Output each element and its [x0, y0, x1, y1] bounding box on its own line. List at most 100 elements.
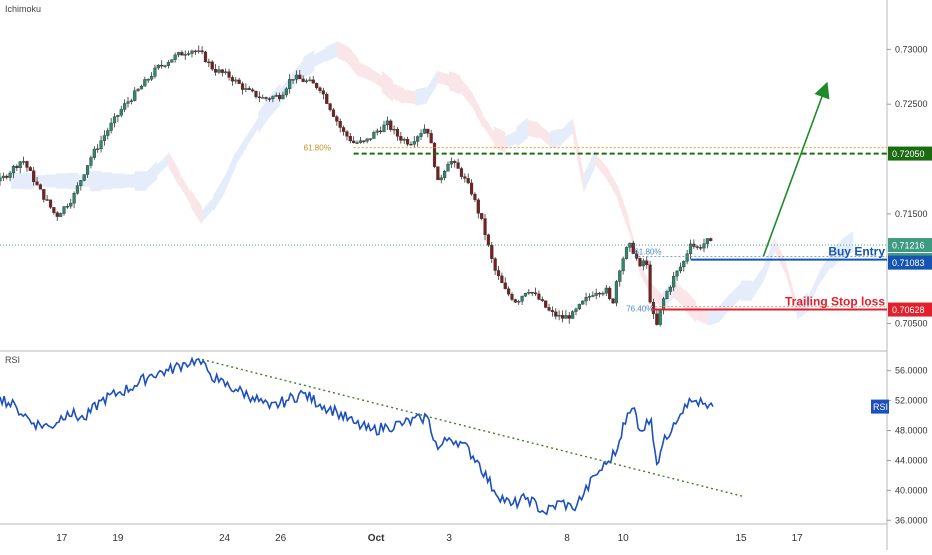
- candle-body: [15, 166, 19, 168]
- candle-body: [587, 296, 592, 298]
- ichimoku-cloud-segment: [112, 173, 124, 189]
- candle-body: [678, 266, 683, 272]
- candle-body: [65, 206, 69, 208]
- candle-body: [564, 315, 568, 319]
- ichimoku-cloud-segment: [516, 117, 528, 148]
- ichimoku-cloud-segment: [482, 115, 495, 143]
- candle-body: [517, 300, 521, 303]
- candle-body: [294, 74, 299, 80]
- candle-body: [247, 88, 251, 90]
- candle-body: [618, 270, 622, 282]
- candle-body: [237, 79, 241, 84]
- candle-body: [315, 83, 319, 88]
- price-badge: [888, 302, 932, 317]
- candle-body: [45, 199, 49, 201]
- candle-body: [510, 293, 514, 300]
- candle-body: [213, 68, 218, 73]
- candle-body: [203, 51, 208, 63]
- candle-body: [682, 261, 686, 268]
- candle-body: [227, 71, 231, 78]
- candle-body: [672, 275, 676, 288]
- candle-body: [473, 193, 477, 201]
- candle-body: [200, 50, 204, 53]
- candle-body: [25, 161, 29, 168]
- candle-body: [385, 120, 389, 126]
- candle-body: [608, 287, 612, 300]
- candle-body: [92, 148, 96, 158]
- rsi-line: [0, 356, 714, 516]
- candle-body: [621, 258, 625, 272]
- ichimoku-cloud-segment: [370, 68, 382, 88]
- candle-body: [392, 128, 396, 131]
- candle-body: [345, 131, 349, 137]
- candle-body: [466, 178, 470, 184]
- candle-body: [72, 193, 76, 204]
- candle-body: [62, 206, 66, 214]
- candle-body: [490, 244, 494, 259]
- candle-body: [624, 247, 629, 259]
- candle-body: [648, 264, 652, 303]
- rsi-badge-label: RSI: [873, 402, 888, 412]
- fib-sl-label: 76.40%: [626, 305, 653, 314]
- candle-body: [193, 50, 197, 53]
- candle-body: [8, 172, 12, 178]
- ichimoku-cloud-segment: [437, 70, 450, 87]
- candle-body: [449, 161, 453, 165]
- ichimoku-cloud-segment: [145, 161, 158, 190]
- candle-body: [234, 79, 238, 82]
- candle-body: [281, 94, 285, 100]
- ichimoku-cloud-segment: [134, 171, 146, 191]
- candle-body: [368, 138, 373, 140]
- ichimoku-cloud-segment: [89, 170, 102, 192]
- ichimoku-cloud-segment: [752, 266, 764, 299]
- candle-body: [709, 238, 713, 242]
- time-axis-tick-label: 17: [792, 533, 804, 544]
- ichimoku-cloud-segment: [561, 118, 573, 145]
- candle-body: [267, 98, 272, 100]
- rsi-axis-tick-label: 52.0000: [895, 396, 928, 406]
- candle-body: [567, 315, 571, 319]
- ichimoku-cloud-segment: [179, 173, 191, 205]
- candle-body: [399, 136, 403, 141]
- candle-body: [422, 128, 427, 134]
- ichimoku-cloud-segment: [247, 117, 259, 147]
- ichimoku-cloud-segment: [404, 89, 416, 105]
- candlestick-series: [0, 45, 713, 327]
- candle-body: [331, 109, 336, 117]
- ichimoku-cloud-segment: [56, 173, 68, 189]
- candle-body: [176, 52, 181, 56]
- ichimoku-cloud-segment: [729, 283, 742, 310]
- candle-body: [325, 93, 329, 104]
- candle-body: [99, 140, 103, 149]
- candle-body: [604, 287, 608, 294]
- price-axis: 0.73000 0.72500 0.71500 0.70500 0.72050 0.712…: [887, 44, 932, 329]
- ichimoku-cloud-segment: [67, 172, 79, 190]
- time-axis-tick-label: 17: [56, 533, 68, 544]
- candle-body: [503, 282, 507, 289]
- candle-body: [28, 167, 32, 171]
- price-axis-tick-label: 0.73000: [895, 44, 928, 54]
- candle-body: [597, 292, 602, 295]
- ichimoku-cloud-segment: [325, 41, 337, 62]
- candle-body: [493, 258, 497, 271]
- candle-body: [109, 122, 113, 131]
- candle-body: [486, 234, 491, 246]
- time-axis: 17 19 24 26 Oct 3 8 10 15 17: [56, 533, 803, 544]
- ichimoku-cloud-segment: [11, 173, 23, 189]
- ichimoku-cloud-segment: [392, 83, 405, 104]
- candle-body: [163, 65, 167, 67]
- candle-body: [304, 80, 309, 82]
- ichimoku-cloud-segment: [381, 70, 393, 102]
- candle-body: [251, 89, 255, 92]
- candle-body: [173, 54, 177, 60]
- candle-body: [416, 136, 420, 142]
- time-axis-tick-label: 15: [735, 533, 747, 544]
- candle-body: [298, 74, 302, 80]
- ichimoku-cloud-segment: [359, 62, 371, 81]
- candle-body: [574, 308, 578, 312]
- candle-body: [358, 140, 363, 143]
- candle-body: [5, 175, 9, 178]
- ichimoku-cloud-segment: [505, 130, 517, 150]
- candle-body: [631, 242, 635, 254]
